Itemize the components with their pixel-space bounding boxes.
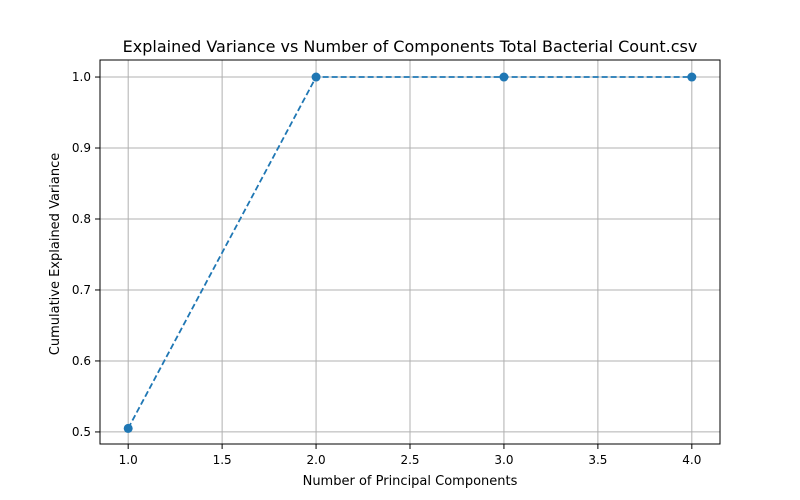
data-point	[499, 72, 509, 82]
x-tick-label: 3.0	[494, 453, 513, 467]
y-tick-label: 1.0	[72, 70, 91, 84]
y-tick-label: 0.6	[72, 354, 91, 368]
y-axis-label: Cumulative Explained Variance	[48, 153, 63, 355]
plot-frame	[99, 59, 721, 445]
data-point	[311, 72, 321, 82]
y-tick-label: 0.9	[72, 141, 91, 155]
y-tick-label: 0.7	[72, 283, 91, 297]
series-layer	[123, 72, 697, 433]
series-line	[127, 76, 692, 429]
x-tick-label: 1.5	[213, 453, 232, 467]
y-axis-ticks: 0.5 0.6 0.7 0.8 0.9 1.0	[72, 70, 100, 439]
chart-title: Explained Variance vs Number of Componen…	[123, 37, 698, 56]
x-tick-label: 3.5	[588, 453, 607, 467]
data-point	[687, 72, 697, 82]
data-point	[123, 423, 133, 433]
x-tick-label: 1.0	[119, 453, 138, 467]
x-tick-label: 2.5	[400, 453, 419, 467]
y-tick-label: 0.5	[72, 425, 91, 439]
grid-layer	[100, 60, 720, 444]
y-tick-label: 0.8	[72, 212, 91, 226]
x-axis-ticks: 1.0 1.5 2.0 2.5 3.0 3.5 4.0	[119, 444, 701, 467]
x-tick-label: 4.0	[682, 453, 701, 467]
x-axis-label: Number of Principal Components	[303, 474, 518, 489]
x-tick-label: 2.0	[307, 453, 326, 467]
